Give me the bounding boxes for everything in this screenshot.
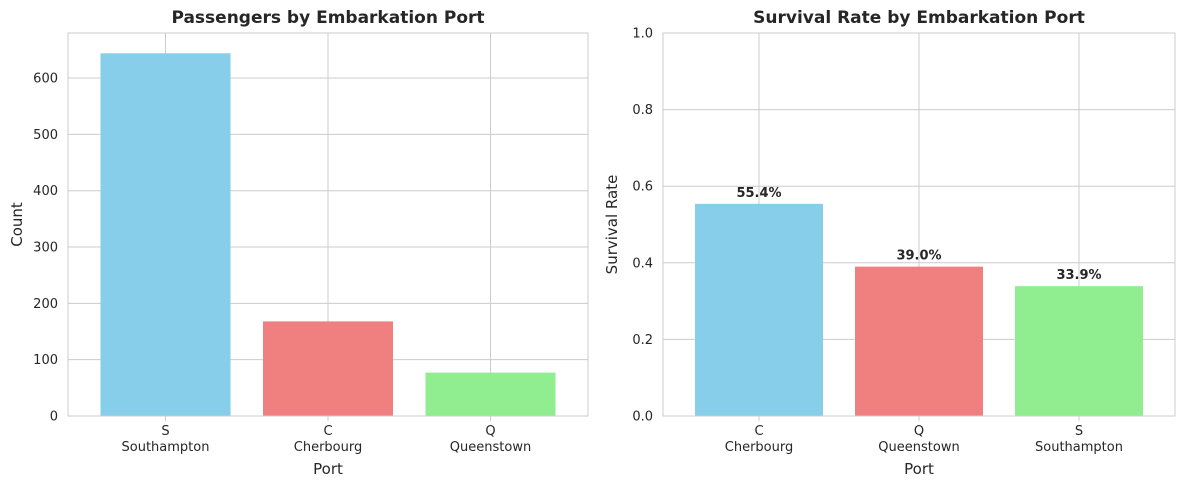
x-tick-label-line: S bbox=[161, 424, 169, 439]
chart-panel-1: 0 100 200 300 400 500 600 S Southampton C Cherbour… bbox=[8, 8, 589, 478]
y-tick-label: 200 bbox=[33, 297, 58, 312]
x-tick-label-line: Q bbox=[914, 424, 924, 439]
x-tick-label-line: Southampton bbox=[1035, 440, 1123, 455]
x-tick-label-line: C bbox=[754, 424, 763, 439]
x-tick-label: Q Queenstown bbox=[450, 424, 531, 455]
y-tick-label: 0.4 bbox=[632, 256, 653, 271]
x-tick-label-line: Queenstown bbox=[878, 440, 959, 455]
y-tick-label: 400 bbox=[33, 184, 58, 199]
plot-frame bbox=[67, 32, 589, 417]
x-tick-label: S Southampton bbox=[1035, 424, 1123, 455]
x-tick-label-line: C bbox=[323, 424, 332, 439]
bar bbox=[100, 53, 231, 417]
y-tick-label: 0.6 bbox=[632, 180, 653, 195]
y-tick-label: 1.0 bbox=[632, 27, 653, 42]
x-tick-label: C Cherbourg bbox=[725, 424, 793, 455]
x-tick-label: C Cherbourg bbox=[294, 424, 362, 455]
y-tick-label: 100 bbox=[33, 353, 58, 368]
x-tick-label: Q Queenstown bbox=[878, 424, 959, 455]
x-tick-label-line: Queenstown bbox=[450, 440, 531, 455]
bar bbox=[425, 372, 556, 416]
bar-data-label: 39.0% bbox=[896, 249, 941, 264]
y-axis-label: Survival Rate bbox=[603, 175, 621, 275]
y-axis-label: Count bbox=[8, 202, 26, 247]
x-tick-label-line: S bbox=[1075, 424, 1083, 439]
x-axis-label: Port bbox=[904, 460, 934, 478]
x-tick-label: S Southampton bbox=[122, 424, 210, 455]
y-tick-label: 500 bbox=[33, 128, 58, 143]
chart-panel-2: 0.0 0.2 0.4 0.6 0.8 1.0 55.4% 39.0% 33.9% C Cherbo… bbox=[603, 8, 1176, 478]
bar-data-label: 55.4% bbox=[736, 186, 781, 201]
chart-title: Passengers by Embarkation Port bbox=[171, 8, 484, 28]
x-tick-label-line: Cherbourg bbox=[725, 440, 793, 455]
bar bbox=[695, 203, 823, 416]
y-tick-label: 300 bbox=[33, 241, 58, 256]
bar bbox=[855, 266, 983, 416]
y-tick-label: 0.8 bbox=[632, 103, 653, 118]
x-axis-label: Port bbox=[313, 460, 343, 478]
y-tick-label: 0 bbox=[50, 410, 58, 425]
x-tick-label-line: Cherbourg bbox=[294, 440, 362, 455]
bar-data-label: 33.9% bbox=[1056, 268, 1101, 283]
bar bbox=[1015, 286, 1143, 416]
plot-frame bbox=[662, 32, 1176, 417]
chart-title: Survival Rate by Embarkation Port bbox=[753, 8, 1085, 28]
x-tick-label-line: Q bbox=[485, 424, 495, 439]
x-tick-label-line: Southampton bbox=[122, 440, 210, 455]
y-tick-label: 600 bbox=[33, 72, 58, 87]
y-tick-label: 0.0 bbox=[632, 410, 653, 425]
bar bbox=[263, 321, 393, 416]
y-tick-label: 0.2 bbox=[632, 333, 653, 348]
